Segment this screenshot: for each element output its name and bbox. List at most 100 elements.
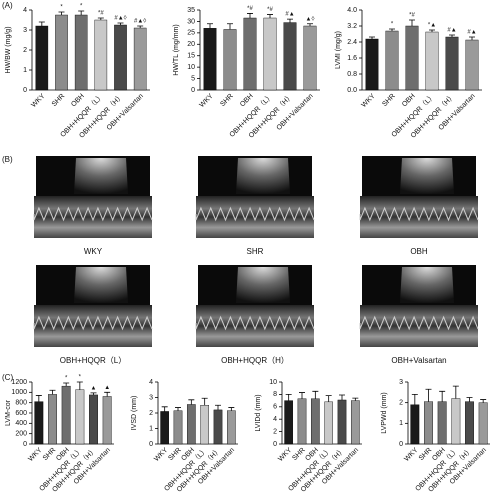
y-tick-label: 600	[15, 410, 27, 417]
error-bar	[369, 36, 375, 39]
significance-label: #▲	[467, 30, 476, 36]
x-tick-label: OBH+Valsartan	[438, 93, 477, 132]
bar	[337, 399, 347, 445]
error-bar	[188, 399, 195, 405]
bar	[324, 401, 333, 445]
y-tick-label: 20	[187, 41, 195, 48]
echo-mmode	[360, 305, 478, 347]
x-tick-label: SHR	[167, 447, 182, 462]
y-tick-label: 3	[23, 27, 27, 34]
error-bar	[480, 399, 487, 403]
x-tick-label: SHR	[42, 447, 57, 462]
echo-label: OBH+Valsartan	[391, 356, 446, 365]
error-bar	[299, 392, 305, 399]
error-bar	[267, 14, 273, 18]
echo-label: WKY	[84, 247, 103, 256]
y-tick-label: 4	[23, 7, 27, 14]
bar	[203, 28, 217, 91]
echo-wave	[33, 206, 153, 222]
x-tick-label: WKY	[360, 93, 376, 109]
bar	[297, 398, 307, 445]
significance-label: *	[391, 22, 394, 28]
error-bar	[439, 390, 446, 402]
error-bar	[449, 34, 455, 37]
x-tick-label: WKY	[30, 93, 46, 109]
echo-mmode	[196, 305, 314, 347]
y-tick-label: 4	[149, 379, 153, 386]
y-tick-label: 0	[23, 87, 27, 94]
x-tick-label: WKY	[403, 447, 419, 463]
x-tick-label: OBH+Valsartan	[276, 93, 315, 132]
significance-label: *	[60, 5, 63, 11]
significance-label: *	[65, 376, 68, 382]
bar	[424, 401, 433, 445]
bar	[311, 398, 320, 445]
echo-sector	[236, 267, 290, 303]
error-bar	[215, 404, 221, 410]
significance-label: #▲	[285, 12, 294, 18]
bar	[425, 31, 439, 91]
bar	[133, 27, 147, 91]
echo-wave	[33, 315, 153, 331]
significance-label: *	[79, 375, 82, 381]
y-tick-label: 2	[23, 47, 27, 54]
error-bar	[429, 29, 435, 32]
bar	[243, 17, 257, 91]
bar	[48, 394, 57, 445]
error-bar	[247, 13, 253, 18]
y-tick-label: 1.6	[347, 55, 357, 62]
y-tick-label: 4	[273, 416, 277, 423]
significance-label: ▲	[104, 385, 110, 391]
bar	[284, 400, 293, 445]
y-tick-label: 0	[149, 441, 153, 448]
error-bar	[409, 19, 415, 26]
y-tick-label: 25	[187, 30, 195, 37]
y-axis-label: HW/TL (mg/mm)	[173, 24, 180, 75]
y-tick-label: 0	[191, 87, 195, 94]
significance-label: #▲	[447, 28, 456, 34]
significance-label: #▲◊	[134, 18, 146, 25]
x-tick-label: OBH	[401, 93, 417, 109]
y-tick-label: 5	[191, 75, 195, 82]
echo-mmode	[34, 305, 152, 347]
echo-label: OBH	[410, 247, 428, 256]
echo-label: SHR	[247, 247, 264, 256]
bar	[465, 401, 474, 445]
error-bar	[227, 23, 233, 30]
x-tick-label: OBH	[239, 93, 255, 109]
bar	[186, 404, 196, 445]
y-tick-label: 0	[273, 441, 277, 448]
error-bar	[117, 22, 124, 25]
x-tick-label: OBH+Valsartan	[106, 93, 145, 132]
x-tick-label: SHR	[418, 447, 433, 462]
echo-sector	[400, 158, 454, 194]
echo-wave	[195, 206, 315, 222]
bar	[89, 394, 98, 445]
error-bar	[161, 406, 168, 412]
bar	[465, 39, 479, 91]
y-tick-label: 1	[399, 420, 403, 427]
y-tick-label: 200	[15, 431, 27, 438]
error-bar	[312, 390, 319, 399]
bar	[173, 410, 183, 445]
bar	[213, 409, 223, 445]
y-tick-label: 3.2	[347, 23, 357, 30]
error-bar	[97, 17, 104, 20]
y-tick-label: 2	[399, 400, 403, 407]
significance-label: *#	[98, 11, 104, 17]
error-bar	[104, 391, 111, 397]
significance-label: *▲	[428, 23, 436, 29]
error-bar	[425, 388, 432, 402]
bar	[94, 19, 108, 91]
error-bar	[325, 395, 332, 402]
echo-mmode	[34, 196, 152, 238]
x-tick-label: SHR	[291, 447, 306, 462]
bar	[61, 385, 71, 445]
y-tick-label: 0.8	[347, 71, 357, 78]
error-bar	[285, 394, 292, 401]
error-bar	[90, 392, 97, 395]
x-tick-label: SHR	[381, 93, 396, 108]
y-tick-label: 0	[23, 441, 27, 448]
bar	[451, 398, 461, 445]
